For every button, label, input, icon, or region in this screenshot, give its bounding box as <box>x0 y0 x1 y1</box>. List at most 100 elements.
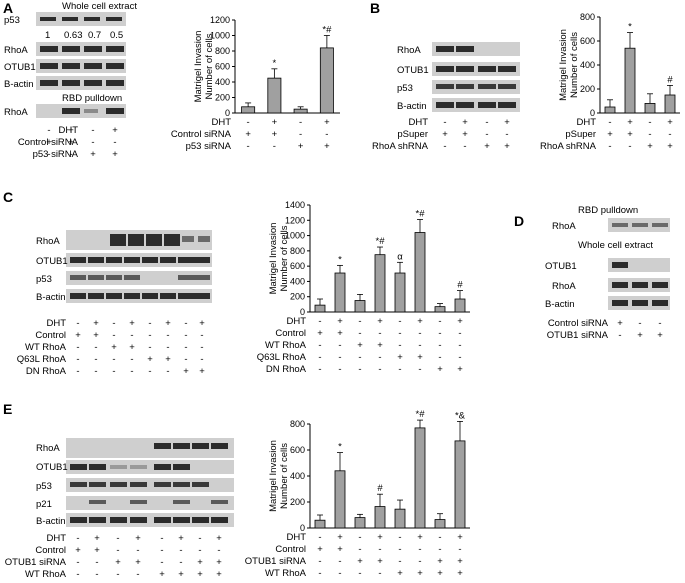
blot-c-treat-sign: - <box>200 330 203 341</box>
y-tick-label: 400 <box>290 471 305 481</box>
chart-treat-sign: + <box>457 532 463 543</box>
chart-treat-sign: + <box>357 340 363 351</box>
bar <box>664 94 676 114</box>
chart-treat-row-label: pSuper <box>565 129 596 140</box>
blot-b-label-bactin: B-actin <box>397 101 427 112</box>
blot-a-label-p53: p53 <box>4 15 20 26</box>
chart-treat-sign: + <box>377 532 383 543</box>
blot-b-treat-sign: + <box>462 129 468 140</box>
chart-treat-sign: + <box>607 129 613 140</box>
blot-c-treat-sign: - <box>148 330 151 341</box>
blot-c-treat-sign: - <box>200 342 203 353</box>
y-axis-label: Matrigel Invasion <box>193 31 204 103</box>
y-tick-label: 600 <box>290 261 305 271</box>
panel-letter-c: C <box>3 189 13 205</box>
significance-mark: * <box>273 58 277 69</box>
chart-treat-row-label: RhoA shRNA <box>540 141 597 152</box>
bar <box>394 272 406 313</box>
significance-mark: *& <box>455 410 466 421</box>
chart-treat-sign: - <box>247 141 250 152</box>
y-tick-label: 1000 <box>210 31 230 41</box>
blot-c-treat-sign: + <box>129 318 135 329</box>
chart-treat-sign: - <box>318 556 321 567</box>
blot-d-treat-row-label: OTUB1 siRNA <box>547 330 609 341</box>
blot-c-treat-sign: + <box>199 366 205 377</box>
chart-treat-sign: - <box>378 364 381 375</box>
blot-c-treat-sign: + <box>147 354 153 365</box>
blot-e-label-p21: p21 <box>36 499 52 510</box>
blot-e-treat-sign: - <box>76 533 79 544</box>
blot-b-label-rhoa: RhoA <box>397 45 421 56</box>
blot-e-treat-sign: + <box>178 533 184 544</box>
chart-treat-row-label: DN RhoA <box>266 364 307 375</box>
blot-c-treat-sign: - <box>166 366 169 377</box>
chart-treat-sign: - <box>438 352 441 363</box>
chart-treat-sign: + <box>272 117 278 128</box>
chart-treat-sign: - <box>358 364 361 375</box>
blot-c-treat-sign: + <box>111 342 117 353</box>
chart-treat-sign: - <box>418 364 421 375</box>
blot-e-treat-sign: + <box>159 569 165 580</box>
bar <box>354 300 366 313</box>
blot-a-quant-2: 0.63 <box>64 30 83 41</box>
blot-e-treatment-table: DHT - + - + - + - +Control + + - - - - - -OTUB1 siRNA - - +… <box>5 533 222 580</box>
chart-treat-sign: - <box>668 129 671 140</box>
panel-b-blot: RhoA OTUB1 p53 B-actin <box>397 42 520 112</box>
blot-c-treat-sign: - <box>148 366 151 377</box>
chart-treat-sign: - <box>418 328 421 339</box>
y-tick-label: 400 <box>580 60 595 70</box>
blot-c-treat-sign: - <box>112 318 115 329</box>
blot-d-treat-sign: + <box>657 330 663 341</box>
blot-a-label-otub1: OTUB1 <box>4 62 36 73</box>
blot-e-treat-sign: + <box>135 557 141 568</box>
chart-treat-row-label: Q63L RhoA <box>257 352 307 363</box>
blot-e-treat-sign: - <box>116 569 119 580</box>
blot-d-treat-row-label: Control siRNA <box>548 318 609 329</box>
blot-c-treat-sign: - <box>130 330 133 341</box>
chart-treat-sign: - <box>458 544 461 555</box>
blot-e-label-p53: p53 <box>36 481 52 492</box>
blot-a-treat-row-label: DHT <box>58 125 78 136</box>
chart-treat-sign: + <box>337 544 343 555</box>
blot-e-treat-sign: + <box>216 557 222 568</box>
y-tick-label: 200 <box>580 84 595 94</box>
chart-treat-sign: - <box>378 352 381 363</box>
y-tick-label: 800 <box>215 46 230 56</box>
blot-c-label-p53: p53 <box>36 274 52 285</box>
chart-treat-sign: + <box>245 129 251 140</box>
blot-c-label-rhoa: RhoA <box>36 236 60 247</box>
blot-e-treat-sign: - <box>198 545 201 556</box>
chart-treat-sign: - <box>358 568 361 579</box>
blot-e-treat-sign: + <box>135 533 141 544</box>
bar <box>241 106 256 114</box>
blot-a-treat-sign: + <box>46 137 52 148</box>
blot-e-treat-sign: + <box>178 569 184 580</box>
chart-treat-row-label: OTUB1 siRNA <box>245 556 307 567</box>
blot-c-treat-sign: + <box>129 342 135 353</box>
significance-mark: * <box>338 442 342 453</box>
chart-treat-sign: - <box>648 117 651 128</box>
y-tick-label: 800 <box>290 419 305 429</box>
chart-treat-sign: - <box>458 328 461 339</box>
bar <box>414 232 426 313</box>
chart-treat-sign: + <box>417 568 423 579</box>
chart-treat-sign: - <box>318 532 321 543</box>
blot-e-treat-sign: - <box>76 557 79 568</box>
blot-b-treat-sign: + <box>504 117 510 128</box>
chart-treat-sign: - <box>318 316 321 327</box>
y-tick-label: 0 <box>300 523 305 533</box>
blot-e-treat-sign: + <box>115 557 121 568</box>
chart-treat-sign: + <box>437 568 443 579</box>
blot-c-treat-sign: - <box>76 318 79 329</box>
y-tick-label: 0 <box>300 307 305 317</box>
blot-c-treat-sign: - <box>112 366 115 377</box>
blot-a-treat-sign: - <box>91 137 94 148</box>
blot-c-treat-sign: + <box>93 318 99 329</box>
chart-treat-sign: + <box>457 568 463 579</box>
blot-a-treat-sign: - <box>69 149 72 160</box>
blot-a-label-rhoa: RhoA <box>4 45 28 56</box>
chart-treat-sign: - <box>273 141 276 152</box>
chart-treat-sign: + <box>647 141 653 152</box>
chart-treat-sign: - <box>648 129 651 140</box>
chart-treat-sign: + <box>272 129 278 140</box>
